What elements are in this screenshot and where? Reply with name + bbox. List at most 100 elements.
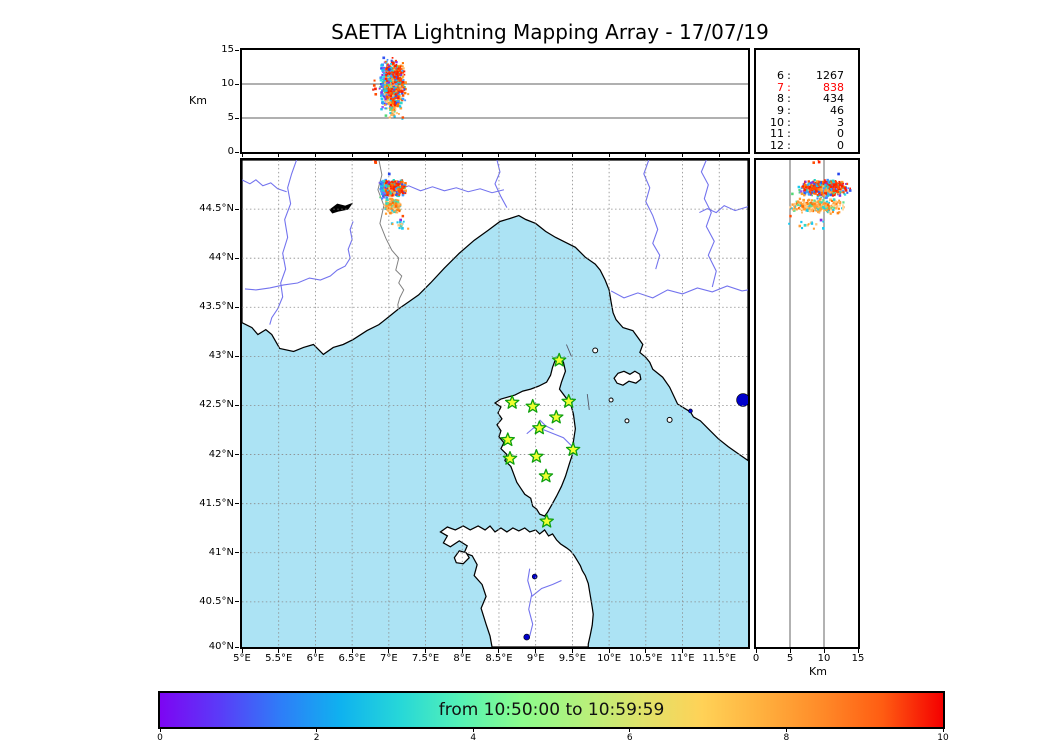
axis-tickmark — [388, 649, 390, 653]
coastline-corsica — [493, 355, 576, 517]
lma-station-star — [529, 448, 544, 463]
time-colorbar: from 10:50:00 to 10:59:59 — [158, 691, 945, 729]
axis-tickmark — [755, 649, 757, 653]
sea-line-mark-1 — [566, 344, 572, 357]
lon-tick-label: 6.5°E — [338, 653, 366, 664]
axis-tickmark — [645, 154, 647, 157]
lon-tick-label: 11°E — [670, 653, 695, 664]
right-panel-km-axis-label: Km — [809, 665, 827, 678]
giglio-island — [666, 416, 673, 423]
lma-station-markers — [500, 352, 581, 528]
lat-tick-label: 42°N — [208, 448, 234, 460]
lma-station-star — [502, 450, 518, 465]
lon-tick-label: 9°E — [526, 653, 545, 664]
axis-tickmark — [823, 649, 825, 653]
axis-tickmark — [159, 729, 161, 732]
axis-tickmark — [785, 729, 787, 732]
river-rhone — [269, 160, 298, 325]
top-panel-lightning-points — [372, 56, 410, 120]
axis-tickmark — [718, 649, 720, 653]
lon-tick-label: 10.5°E — [629, 653, 663, 664]
lat-tick-label: 43.5°N — [199, 301, 234, 313]
montecristo-island — [624, 418, 630, 424]
axis-tickmark — [351, 649, 353, 653]
colorbar-tick-label: 2 — [313, 733, 320, 743]
lat-tick-label: 42.5°N — [199, 399, 234, 411]
top-alt-tick-label: 5 — [227, 112, 234, 123]
top-panel-gridlines — [242, 83, 748, 119]
axis-tickmark — [535, 649, 537, 653]
axis-tickmark — [235, 306, 239, 308]
lat-tick-label: 41.5°N — [199, 497, 234, 509]
axis-tickmark — [235, 117, 239, 119]
lma-station-star — [504, 394, 520, 409]
lon-tick-label: 8.5°E — [485, 653, 513, 664]
altitude-longitude-panel — [240, 48, 750, 154]
axis-tickmark — [241, 154, 243, 157]
axis-tickmark — [535, 154, 537, 157]
pianosa-island — [608, 397, 614, 403]
lon-tick-label: 11.5°E — [702, 653, 737, 664]
axis-tickmark — [235, 83, 239, 85]
axis-tickmark — [314, 649, 316, 653]
river-north-italy-1 — [643, 160, 661, 270]
axis-tickmark — [235, 503, 239, 505]
river-north-italy-3 — [699, 204, 748, 214]
river-golo-corsica — [526, 427, 573, 448]
axis-tickmark — [235, 404, 239, 406]
right-alt-tick-label: 5 — [786, 653, 794, 664]
sardinia-lake-south — [523, 633, 531, 641]
lake-bolsena — [736, 393, 748, 407]
station-count-row: 10:3 — [770, 115, 844, 129]
axis-tickmark — [629, 729, 631, 732]
top-alt-tick-label: 0 — [227, 146, 234, 157]
axis-tickmark — [682, 649, 684, 653]
colorbar-time-range-label: from 10:50:00 to 10:59:59 — [438, 700, 665, 720]
sardinia-lake-north — [531, 573, 538, 580]
station-count-stats-box: 6:1267 7:838 8:434 9:46 10:3 11:0 12:0 — [754, 48, 860, 154]
map-panel — [240, 158, 750, 649]
colorbar-tick-label: 10 — [937, 733, 949, 743]
axis-tickmark — [235, 151, 239, 153]
colorbar-tick-label: 6 — [626, 733, 633, 743]
axis-tickmark — [461, 154, 463, 157]
axis-tickmark — [235, 454, 239, 456]
axis-tickmark — [498, 154, 500, 157]
station-count-row: 7:838 — [777, 80, 844, 94]
axis-tickmark — [425, 649, 427, 653]
river-sardinia-1 — [527, 568, 534, 637]
river-sardinia-2 — [531, 580, 562, 597]
lma-station-star — [538, 468, 554, 483]
axis-tickmark — [645, 649, 647, 653]
station-count-row: 9:46 — [777, 104, 844, 118]
axis-tickmark — [316, 729, 318, 732]
lon-tick-label: 10°E — [597, 653, 622, 664]
coastline-france-italy — [242, 160, 748, 462]
axis-tickmark — [388, 154, 390, 157]
geographic-map — [242, 160, 748, 647]
top-alt-tick-label: 10 — [221, 78, 234, 89]
axis-tickmark — [718, 154, 720, 157]
axis-tickmark — [235, 355, 239, 357]
axis-tickmark — [278, 154, 280, 157]
axis-tickmark — [235, 257, 239, 259]
axis-tickmark — [235, 552, 239, 554]
sea-line-mark-2 — [586, 394, 590, 411]
altitude-latitude-panel — [754, 158, 860, 649]
orbetello-lagoon — [688, 408, 693, 414]
altitude-longitude-plot — [242, 56, 748, 120]
axis-tickmark — [461, 649, 463, 653]
lon-tick-label: 9.5°E — [558, 653, 586, 664]
lon-tick-label: 7°E — [379, 653, 398, 664]
station-count-row: 6:1267 — [777, 69, 844, 82]
lma-station-star — [561, 393, 577, 408]
axis-tickmark — [235, 49, 239, 51]
river-durance — [244, 221, 354, 291]
lat-tick-label: 41°N — [208, 546, 234, 558]
axis-tickmark — [472, 729, 474, 732]
lat-tick-label: 44.5°N — [199, 203, 234, 215]
lma-station-star — [551, 352, 567, 367]
lma-station-star — [565, 442, 581, 456]
colorbar-tick-label: 0 — [157, 733, 163, 743]
river-arno — [610, 285, 748, 299]
